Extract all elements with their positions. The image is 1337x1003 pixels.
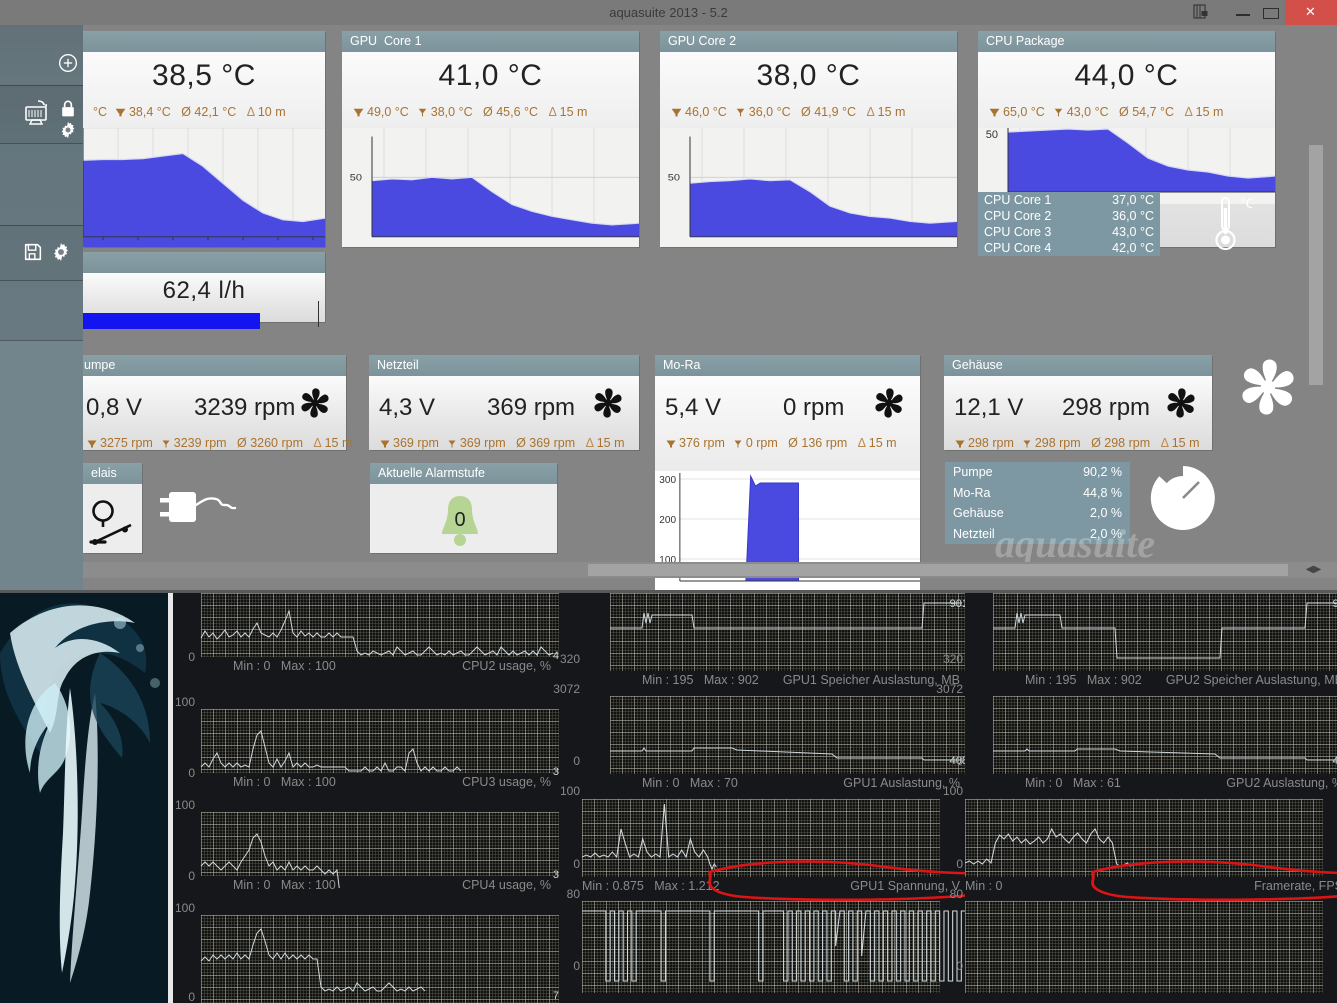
svg-text:0: 0: [573, 959, 580, 973]
svg-text:3072: 3072: [553, 682, 580, 696]
svg-text:0: 0: [956, 857, 963, 871]
svg-text:50: 50: [668, 173, 681, 183]
svg-text:0: 0: [573, 754, 580, 768]
svg-text:0: 0: [573, 857, 580, 871]
svg-text:80: 80: [567, 887, 581, 901]
svg-text:3072: 3072: [936, 682, 963, 696]
svg-text:200: 200: [659, 515, 676, 526]
svg-text:0: 0: [956, 959, 963, 973]
svg-text:100: 100: [175, 798, 195, 812]
svg-text:50: 50: [350, 173, 363, 183]
svg-text:0: 0: [188, 766, 195, 780]
svg-text:0: 0: [188, 650, 195, 664]
svg-text:50: 50: [986, 129, 998, 141]
svg-text:320: 320: [560, 652, 580, 666]
svg-text:0: 0: [188, 990, 195, 1003]
svg-text:300: 300: [659, 475, 676, 486]
svg-text:100: 100: [943, 784, 963, 798]
svg-text:80: 80: [950, 887, 964, 901]
svg-text:408: 408: [1333, 755, 1337, 767]
svg-text:901: 901: [1333, 598, 1337, 610]
svg-text:0: 0: [188, 869, 195, 883]
svg-text:°C: °C: [1240, 195, 1252, 211]
svg-text:100: 100: [175, 901, 195, 915]
svg-text:0: 0: [454, 509, 465, 531]
svg-text:320: 320: [943, 652, 963, 666]
svg-text:100: 100: [560, 784, 580, 798]
svg-text:0: 0: [956, 754, 963, 768]
svg-text:100: 100: [175, 695, 195, 709]
